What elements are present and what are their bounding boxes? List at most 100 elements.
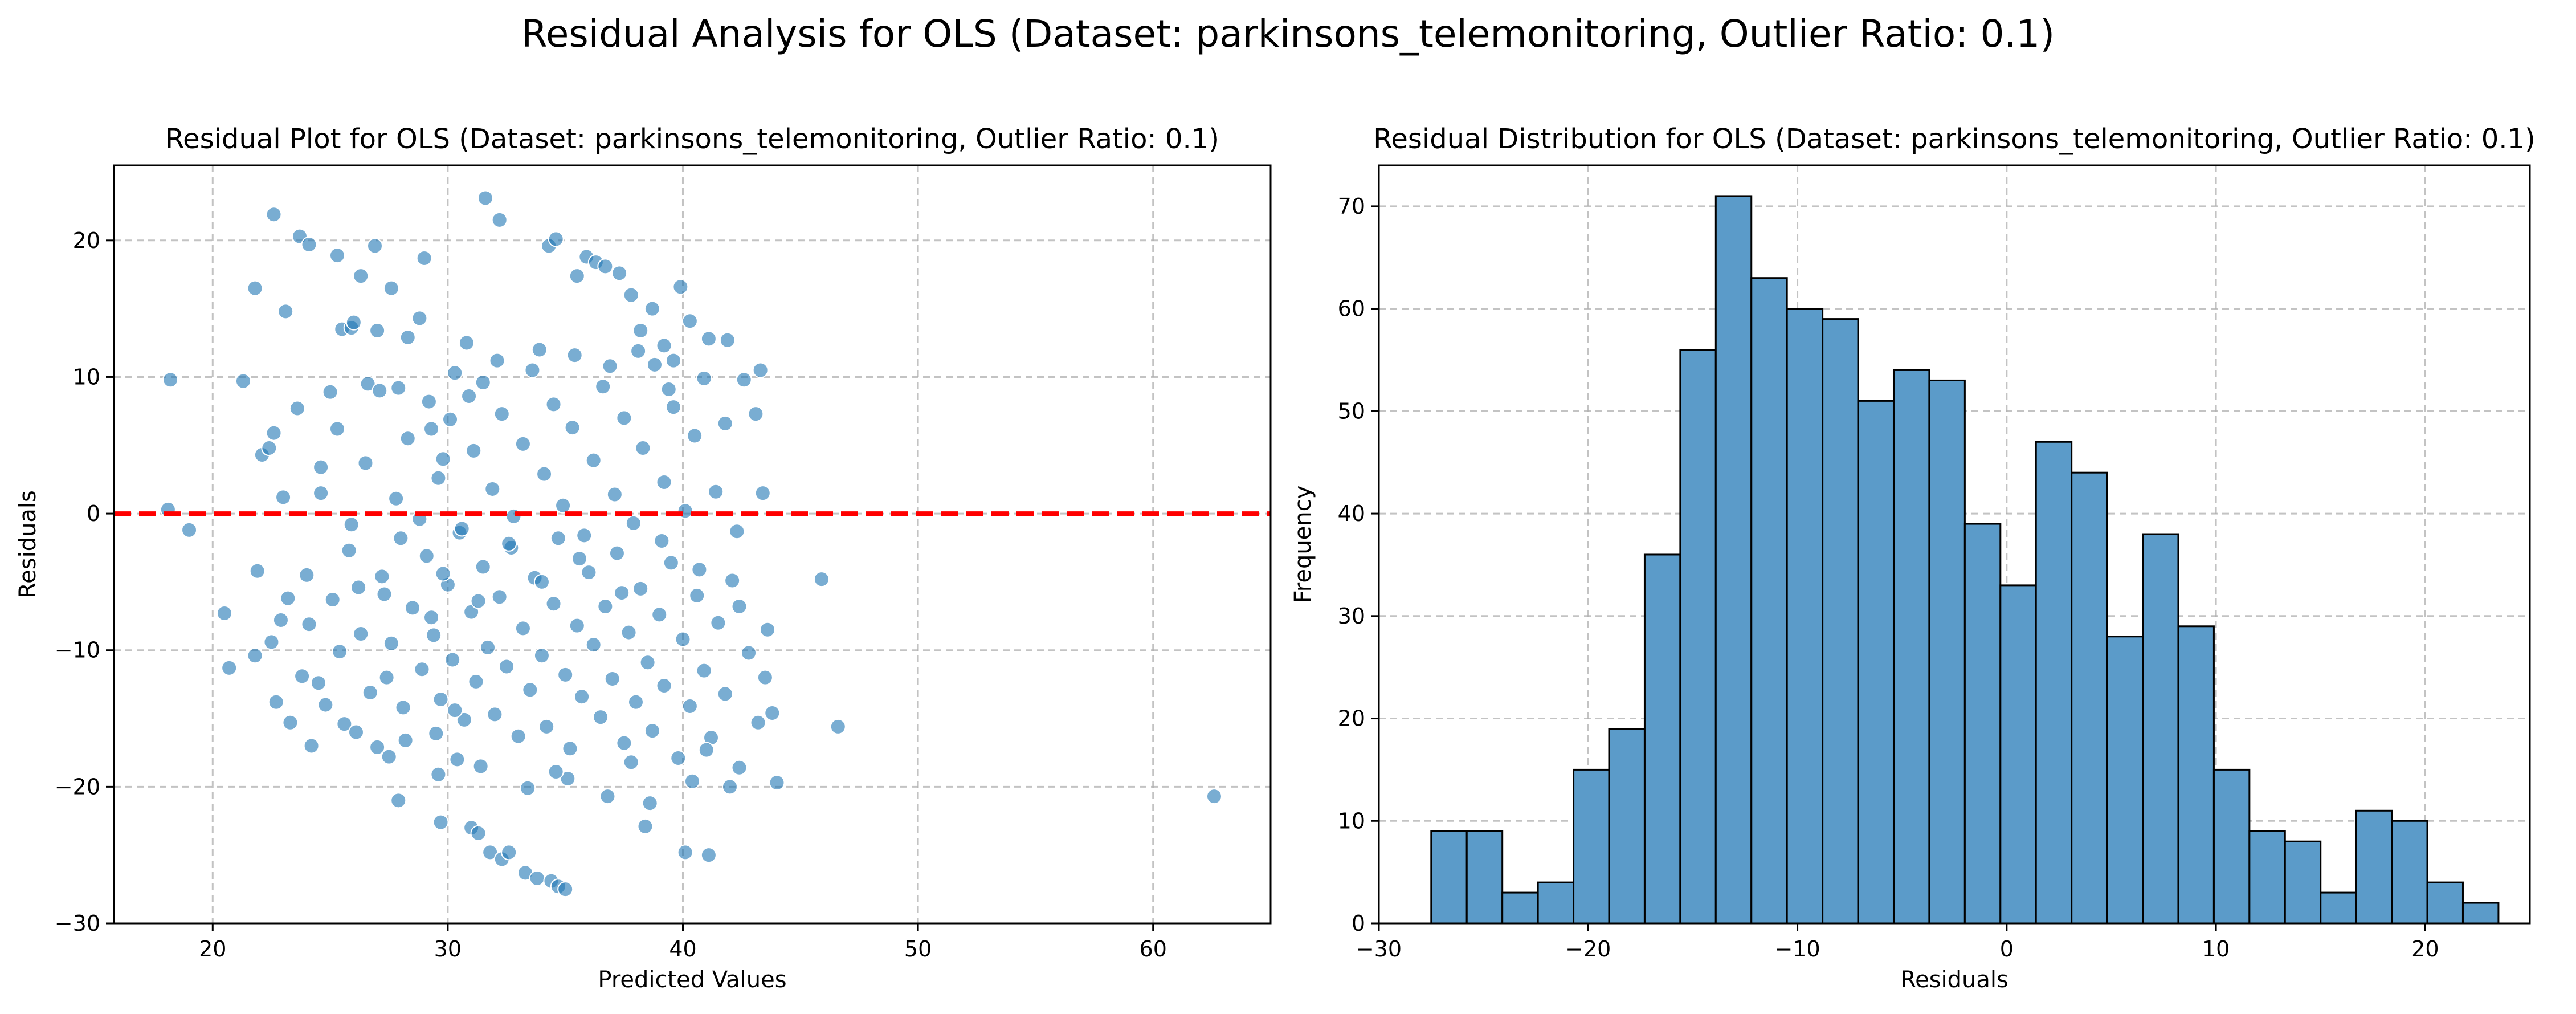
histogram-bar (1786, 308, 1824, 925)
scatter-point (724, 572, 741, 589)
scatter-point (399, 430, 416, 447)
histogram-x-tick-label: −30 (1356, 936, 1402, 962)
histogram-axes-frame (1378, 164, 2531, 925)
scatter-point (672, 279, 689, 295)
scatter-point (630, 343, 647, 359)
histogram-y-tick-label: 20 (1338, 706, 1365, 731)
scatter-point (299, 567, 315, 583)
scatter-point (754, 485, 771, 502)
scatter-point (557, 666, 574, 683)
scatter-point (651, 606, 668, 623)
scatter-point (362, 685, 378, 701)
scatter-point (489, 352, 505, 369)
scatter-point (830, 718, 846, 735)
scatter-point (531, 341, 548, 358)
scatter-point (261, 440, 277, 457)
scatter-point (294, 668, 311, 685)
scatter-point (301, 236, 317, 253)
scatter-title: Residual Plot for OLS (Dataset: parkinso… (165, 123, 1219, 155)
scatter-point (515, 435, 531, 452)
scatter-point (722, 779, 738, 795)
scatter-point (468, 673, 484, 690)
scatter-point (435, 565, 451, 582)
scatter-point (390, 380, 407, 396)
scatter-point (614, 585, 630, 601)
scatter-point (581, 564, 597, 581)
histogram-x-tick-label: −10 (1774, 936, 1820, 962)
scatter-point (569, 268, 585, 284)
scatter-point (475, 559, 491, 575)
scatter-point (477, 190, 493, 206)
histogram-title: Residual Distribution for OLS (Dataset: … (1373, 123, 2536, 155)
scatter-point (642, 795, 658, 812)
scatter-point (677, 503, 693, 519)
scatter-point (418, 548, 435, 564)
scatter-point (731, 598, 748, 615)
scatter-point (656, 337, 672, 354)
scatter-x-tick-label: 50 (904, 936, 932, 962)
scatter-point (414, 661, 430, 678)
scatter-point (235, 373, 251, 389)
scatter-point (687, 427, 703, 444)
scatter-point (566, 347, 583, 364)
histogram-y-axis-label: Frequency (1290, 486, 1316, 604)
histogram-bar (1430, 830, 1468, 925)
scatter-point (717, 415, 733, 431)
scatter-point (623, 754, 639, 771)
scatter-point (710, 614, 726, 631)
scatter-point (639, 654, 656, 671)
histogram-x-tick-label: 0 (2000, 936, 2014, 962)
scatter-axes-frame (113, 164, 1272, 925)
scatter-point (221, 659, 238, 676)
scatter-point (698, 742, 715, 758)
histogram-y-tick-label: 40 (1338, 501, 1365, 526)
scatter-point (466, 442, 482, 459)
scatter-point (533, 573, 550, 590)
scatter-point (609, 545, 625, 561)
scatter-point (515, 620, 531, 637)
scatter-point (282, 714, 299, 731)
scatter-point (748, 406, 764, 422)
histogram-bar (1714, 195, 1753, 925)
scatter-point (353, 625, 369, 642)
histogram-bar (2284, 840, 2322, 925)
scatter-point (423, 609, 440, 626)
scatter-point (616, 735, 632, 751)
histogram-bar (1643, 553, 1681, 925)
histogram-bar (2426, 881, 2464, 925)
scatter-point (405, 600, 421, 616)
scatter-point (736, 372, 752, 388)
scatter-point (421, 393, 437, 410)
scatter-point (399, 329, 416, 345)
histogram-bar (1465, 830, 1504, 925)
scatter-point (635, 440, 651, 457)
scatter-point (555, 497, 571, 514)
scatter-point (536, 466, 553, 482)
scatter-point (423, 421, 440, 437)
histogram-bar (1537, 881, 1575, 925)
scatter-point (717, 686, 733, 702)
scatter-point (393, 530, 409, 547)
histogram-bar (1750, 277, 1788, 925)
scatter-point (501, 535, 517, 552)
scatter-point (510, 728, 526, 744)
scatter-point (675, 631, 691, 648)
scatter-point (303, 738, 320, 754)
histogram-x-tick-label: 20 (2411, 936, 2439, 962)
histogram-bar (2177, 625, 2215, 925)
scatter-point (369, 322, 386, 339)
scatter-point (602, 358, 618, 374)
scatter-point (475, 374, 491, 391)
scatter-point (324, 592, 341, 608)
scatter-point (447, 702, 463, 719)
scatter-y-tick-label: 10 (73, 364, 100, 389)
scatter-point (769, 775, 785, 791)
scatter-y-tick-label: 20 (73, 228, 100, 253)
histogram-bar (1573, 768, 1610, 925)
scatter-point (484, 480, 501, 497)
scatter-point (390, 792, 407, 809)
scatter-point (357, 455, 374, 471)
scatter-point (520, 780, 536, 796)
scatter-point (665, 352, 681, 369)
scatter-point (263, 634, 280, 650)
